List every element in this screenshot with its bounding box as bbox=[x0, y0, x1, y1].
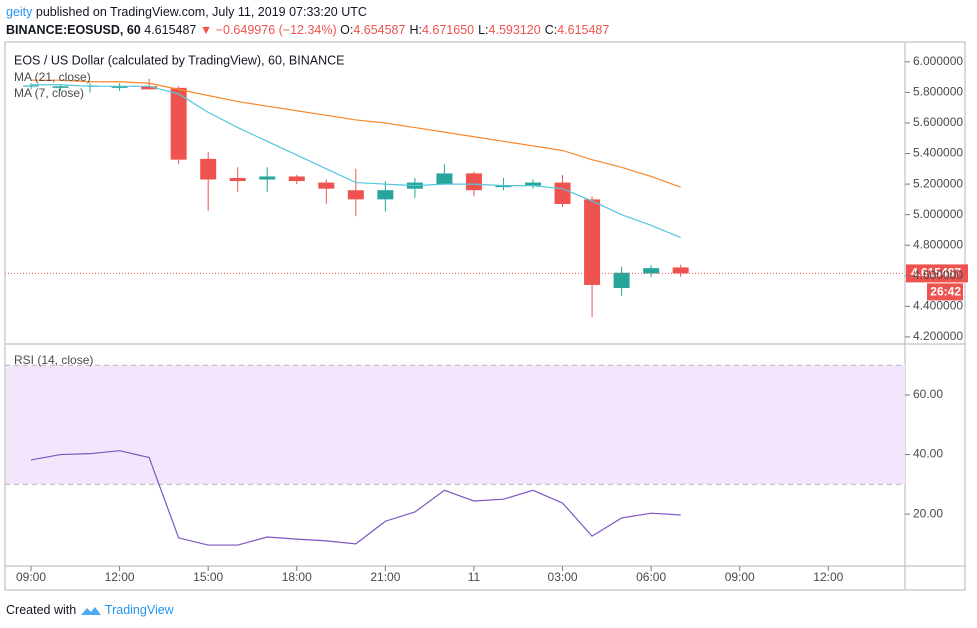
legend-entry: MA (7, close) bbox=[14, 86, 84, 100]
candle-body bbox=[584, 199, 601, 285]
brand[interactable]: TradingView bbox=[104, 603, 174, 617]
ohlc: O:4.654587 H:4.671650 L:4.593120 C:4.615487 bbox=[340, 23, 613, 37]
y-tick-label: 5.000000 bbox=[913, 207, 963, 221]
y-tick-label: 4.800000 bbox=[913, 237, 963, 251]
candle-body bbox=[436, 173, 453, 185]
ohlc-value: 4.671650 bbox=[421, 23, 475, 37]
candle-body bbox=[643, 268, 660, 274]
candle-body bbox=[465, 173, 482, 191]
symbol: BINANCE:EOSUSD, 60 bbox=[6, 23, 141, 37]
y-tick-label: 20.00 bbox=[913, 506, 943, 520]
candle-body bbox=[525, 182, 542, 186]
ohlc-value: 4.593120 bbox=[488, 23, 541, 37]
candle-body bbox=[141, 86, 158, 90]
frame bbox=[4, 41, 966, 591]
candle-body bbox=[377, 190, 394, 200]
candle-body bbox=[495, 185, 512, 188]
y-tick-label: 5.600000 bbox=[913, 115, 963, 129]
y-tick-label: 5.800000 bbox=[913, 85, 963, 99]
x-tick-label: 12:00 bbox=[105, 570, 135, 584]
y-tick-label: 5.200000 bbox=[913, 176, 963, 190]
chart-title: RSI (14, close) bbox=[14, 353, 93, 367]
footer: Created with TradingView bbox=[6, 603, 174, 617]
candle-body bbox=[170, 87, 187, 160]
publish-info: published on TradingView.com, July 11, 2… bbox=[35, 5, 367, 19]
change: ▼ −0.649976 (−12.34%) bbox=[199, 23, 337, 37]
x-tick-label: 03:00 bbox=[548, 570, 578, 584]
logo bbox=[80, 606, 101, 615]
y-tick-label: 60.00 bbox=[913, 387, 943, 401]
candle-body bbox=[318, 182, 335, 189]
x-tick-label: 06:00 bbox=[636, 570, 666, 584]
candle-body bbox=[200, 158, 217, 180]
last-price-box bbox=[906, 264, 968, 283]
author[interactable]: geity bbox=[6, 5, 33, 19]
ohlc-label: L: bbox=[478, 23, 489, 37]
y-tick-label: 6.000000 bbox=[913, 54, 963, 68]
candle-body bbox=[554, 182, 571, 204]
y-tick-label: 40.00 bbox=[913, 447, 943, 461]
last-price: 4.615487 bbox=[144, 23, 197, 37]
candle-body bbox=[672, 267, 689, 274]
candle-body bbox=[288, 176, 305, 182]
candle-body bbox=[229, 177, 246, 182]
y-tick-label: 4.600000 bbox=[913, 268, 963, 282]
y-tick-label: 4.400000 bbox=[913, 299, 963, 313]
x-tick-label: 12:00 bbox=[813, 570, 843, 584]
candle-body bbox=[347, 190, 364, 200]
x-tick-label: 09:00 bbox=[16, 570, 46, 584]
created-with: Created with bbox=[6, 603, 77, 617]
x-tick-label: 15:00 bbox=[193, 570, 223, 584]
candle-body bbox=[111, 86, 128, 88]
candle-body bbox=[259, 176, 276, 180]
x-tick-label: 21:00 bbox=[370, 570, 400, 584]
ohlc-value: 4.615487 bbox=[557, 23, 610, 37]
ohlc-label: C: bbox=[544, 23, 558, 37]
x-tick-label: 18:00 bbox=[282, 570, 312, 584]
symbol-line: BINANCE:EOSUSD, 60 4.615487 ▼ −0.649976 … bbox=[6, 23, 613, 37]
y-tick-label: 5.400000 bbox=[913, 146, 963, 160]
candle-body bbox=[613, 272, 630, 288]
ma-line bbox=[31, 84, 681, 239]
rsi-line bbox=[30, 450, 681, 546]
ma-line bbox=[31, 79, 681, 188]
countdown: 26:42 bbox=[930, 285, 961, 299]
y-tick-label: 4.200000 bbox=[913, 329, 963, 343]
publish-line: geity published on TradingView.com, July… bbox=[6, 5, 367, 19]
ohlc-label: O: bbox=[340, 23, 354, 37]
legend-entry: MA (21, close) bbox=[14, 70, 91, 84]
candle-body bbox=[23, 85, 39, 87]
chart-title: EOS / US Dollar (calculated by TradingVi… bbox=[14, 53, 344, 67]
countdown-box bbox=[927, 283, 963, 301]
x-tick-label: 11 bbox=[468, 570, 481, 584]
rsi-band bbox=[6, 365, 905, 485]
ohlc-label: H: bbox=[409, 23, 422, 37]
x-tick-label: 09:00 bbox=[725, 570, 755, 584]
ohlc-value: 4.654587 bbox=[353, 23, 406, 37]
last-price-label: 4.615487 bbox=[911, 266, 961, 280]
candle-body bbox=[52, 86, 69, 88]
